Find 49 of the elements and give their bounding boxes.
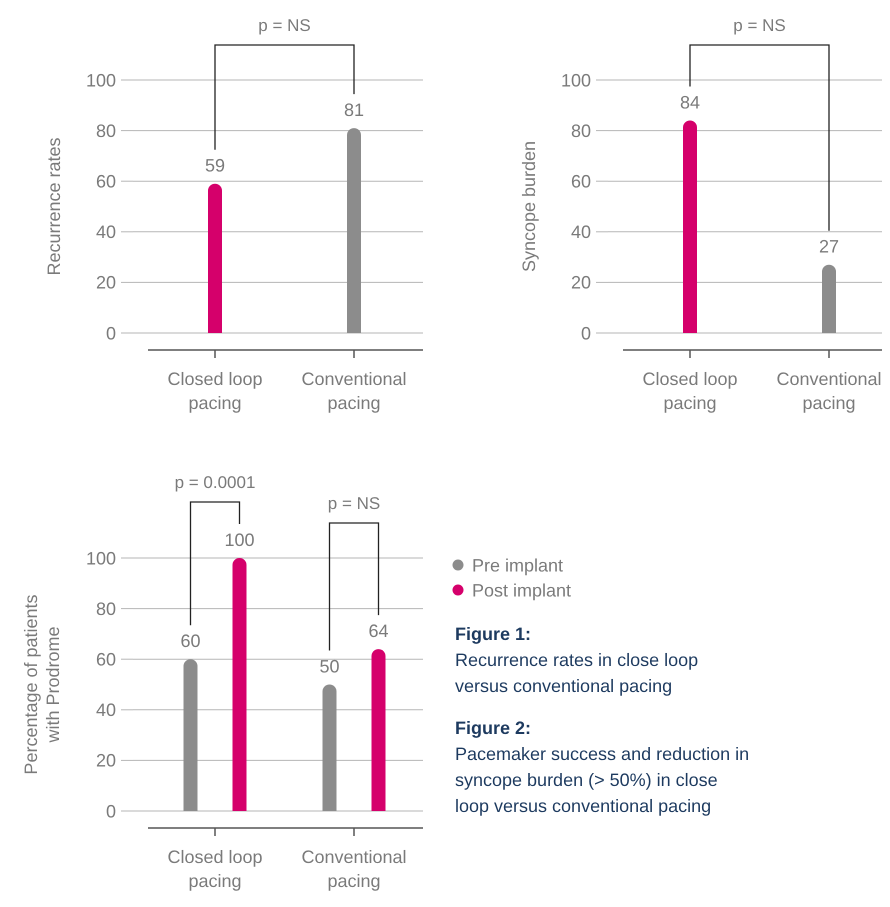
y-tick-label: 100 xyxy=(86,548,116,568)
text: p = 0.0001 xyxy=(174,473,256,492)
x-tick-label: Closed loop pacing xyxy=(167,847,263,891)
y-tick-label: 60 xyxy=(96,172,116,192)
y-tick-label: 40 xyxy=(96,222,116,242)
text: Recurrence rates in close loop versus conventional pacing xyxy=(455,650,698,696)
data-label: 50 xyxy=(319,656,340,676)
y-tick-label: 0 xyxy=(106,801,116,822)
y-tick-label: 80 xyxy=(96,598,116,619)
x-tick-label: Conventional pacing xyxy=(301,847,407,891)
y-axis-title: Syncope burden xyxy=(519,140,539,272)
text: Pacemaker success and reduction in syncope burden (> 50%) in close loop versus conventional pacing xyxy=(455,744,750,816)
bar xyxy=(232,558,246,811)
legend-label: Post implant xyxy=(472,580,572,600)
text: p = NS xyxy=(328,494,380,513)
y-tick-label: 60 xyxy=(96,650,116,670)
caption: Figure 2: xyxy=(455,718,532,738)
y-tick-label: 60 xyxy=(570,172,591,192)
y-axis-title: Percentage of patients with Prodrome xyxy=(21,594,63,775)
data-label: 60 xyxy=(180,631,201,652)
data-label: 81 xyxy=(344,100,364,120)
caption: Figure 1: xyxy=(455,624,532,644)
bar xyxy=(322,684,336,811)
x-tick-label: Closed loop pacing xyxy=(642,369,738,413)
y-tick-label: 100 xyxy=(560,70,591,90)
legend-label: Pre implant xyxy=(472,555,564,576)
y-tick-label: 20 xyxy=(570,272,591,293)
y-tick-label: 20 xyxy=(96,750,116,771)
x-tick-label: Closed loop pacing xyxy=(167,369,263,413)
data-label: 100 xyxy=(224,530,255,550)
x-tick-label: Conventional pacing xyxy=(776,369,882,413)
y-tick-label: 80 xyxy=(96,120,116,141)
y-tick-label: 0 xyxy=(106,323,116,344)
data-label: 27 xyxy=(818,236,840,257)
y-axis-title: Recurrence rates xyxy=(44,137,64,276)
bar xyxy=(184,659,198,811)
bar xyxy=(372,649,386,811)
y-tick-label: 0 xyxy=(580,323,591,344)
y-tick-label: 80 xyxy=(570,120,591,141)
text: p = NS xyxy=(733,16,786,35)
x-tick-label: Conventional pacing xyxy=(301,369,407,413)
y-tick-label: 100 xyxy=(86,70,116,90)
text: p = NS xyxy=(258,16,311,35)
y-tick-label: 40 xyxy=(96,700,116,720)
y-tick-label: 40 xyxy=(570,222,591,242)
data-label: 64 xyxy=(368,621,389,642)
data-label: 84 xyxy=(680,92,700,112)
y-tick-label: 20 xyxy=(96,272,116,293)
data-label: 59 xyxy=(204,156,226,176)
